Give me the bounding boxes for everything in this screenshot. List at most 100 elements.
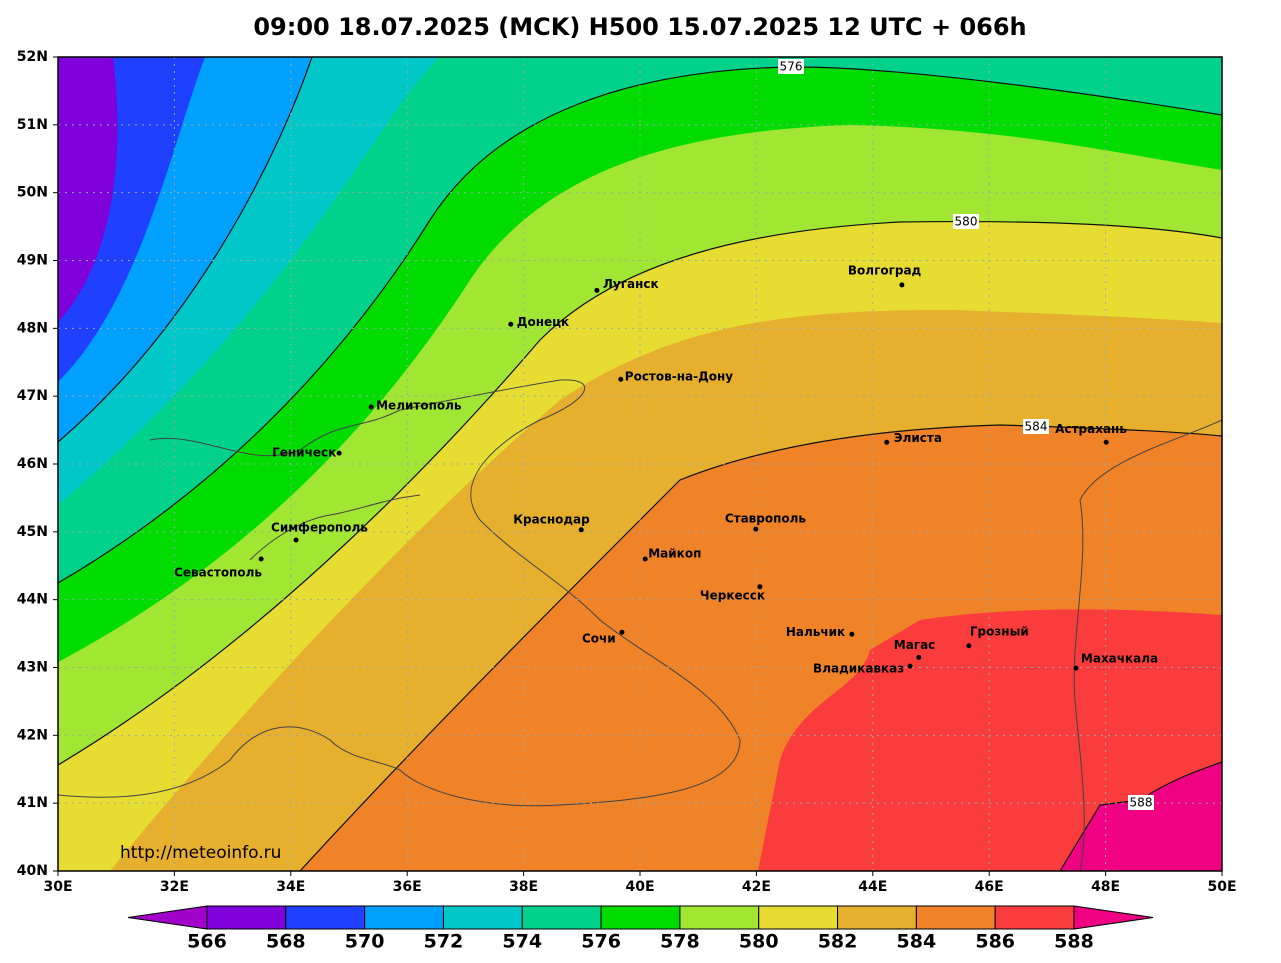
lat-tick-label: 52N	[17, 49, 48, 65]
lat-tick-label: 41N	[17, 795, 48, 811]
colorbar-label: 584	[897, 931, 937, 953]
lat-tick-label: 50N	[17, 185, 48, 201]
lat-tick-label: 47N	[17, 388, 48, 404]
city-dot	[1103, 439, 1109, 445]
city-label: Ставрополь	[725, 512, 807, 526]
city-label: Луганск	[603, 277, 659, 291]
colorbar-label: 578	[660, 931, 700, 953]
colorbar-box	[758, 905, 839, 930]
city-dot	[1073, 665, 1079, 671]
colorbar-box	[364, 905, 444, 930]
city-label: Волгоград	[848, 263, 922, 277]
city-label: Ростов-на-Дону	[625, 370, 734, 384]
colorbar-box	[994, 905, 1075, 930]
colorbar-label: 588	[1054, 931, 1094, 953]
city-dot	[368, 404, 374, 410]
colorbar-label: 568	[266, 931, 306, 953]
city-label: Черкесск	[700, 588, 765, 602]
colorbar-extend	[1073, 905, 1154, 930]
city-label: Магас	[894, 638, 936, 652]
contour-label: 580	[955, 215, 978, 229]
lat-tick-label: 51N	[17, 117, 48, 133]
colorbar-box	[837, 905, 917, 930]
contour-label-bg	[1128, 795, 1154, 810]
city-label: Краснодар	[513, 512, 590, 526]
city-label: Симферополь	[271, 520, 368, 534]
isoline	[299, 424, 1222, 871]
colorbar-box	[600, 905, 681, 930]
lon-tick-label: 38E	[509, 879, 538, 895]
city-label: Донецк	[517, 315, 569, 329]
lon-tick-label: 42E	[742, 879, 771, 895]
colorbar-label: 566	[187, 931, 227, 953]
city-dot	[757, 584, 763, 590]
colorbar-box	[442, 905, 523, 930]
city-dot	[618, 376, 624, 382]
city-label: Сочи	[582, 632, 616, 646]
city-label: Махачкала	[1081, 652, 1158, 666]
contour-label: 576	[780, 60, 803, 74]
lon-tick-label: 48E	[1091, 879, 1120, 895]
colorbar-label: 574	[502, 931, 542, 953]
isoline	[58, 57, 313, 443]
colorbar-box	[206, 905, 287, 930]
lon-tick-label: 46E	[975, 879, 1004, 895]
city-label: Мелитополь	[376, 399, 462, 413]
colorbar-label: 580	[739, 931, 779, 953]
city-dot	[899, 282, 905, 288]
band	[1060, 762, 1222, 871]
city-dot	[578, 527, 584, 533]
colorbar-label: 582	[818, 931, 858, 953]
lon-tick-label: 34E	[276, 879, 305, 895]
colorbar-extend	[127, 905, 208, 930]
lat-tick-label: 42N	[17, 727, 48, 743]
city-dot	[619, 629, 625, 635]
city-label: Элиста	[894, 431, 942, 445]
watermark: http://meteoinfo.ru	[120, 843, 281, 863]
lat-tick-label: 49N	[17, 253, 48, 269]
coastline	[249, 419, 1222, 871]
city-dot	[884, 439, 890, 445]
city-dot	[753, 526, 759, 532]
coastline	[58, 379, 741, 807]
contour-label: 588	[1130, 796, 1153, 810]
colorbar-label: 576	[581, 931, 621, 953]
city-dot	[907, 663, 913, 669]
colorbar-box	[915, 905, 996, 930]
colorbar-box	[521, 905, 602, 930]
city-dot	[849, 631, 855, 637]
lon-tick-label: 30E	[43, 879, 72, 895]
lon-tick-label: 50E	[1207, 879, 1236, 895]
colorbar-label: 586	[975, 931, 1015, 953]
lat-tick-label: 46N	[17, 456, 48, 472]
contour-label-bg	[778, 59, 804, 74]
colorbar-label: 572	[424, 931, 464, 953]
city-label: Севастополь	[174, 565, 262, 579]
city-label: Майкоп	[648, 546, 701, 560]
city-label: Грозный	[970, 624, 1029, 638]
city-label: Астрахань	[1055, 422, 1127, 436]
city-dot	[508, 321, 514, 327]
lon-tick-label: 36E	[393, 879, 422, 895]
contour-label-bg	[1023, 419, 1049, 434]
isoline	[58, 220, 1222, 766]
city-label: Нальчик	[786, 625, 845, 639]
city-label: Геническ	[272, 446, 336, 460]
contour-label: 584	[1025, 420, 1048, 434]
colorbar-box	[679, 905, 760, 930]
lat-tick-label: 48N	[17, 320, 48, 336]
lon-tick-label: 32E	[160, 879, 189, 895]
colorbar-box	[285, 905, 366, 930]
city-dot	[966, 643, 972, 649]
city-dot	[642, 556, 648, 562]
city-dot	[916, 654, 922, 660]
lat-tick-label: 45N	[17, 524, 48, 540]
city-dot	[336, 450, 342, 456]
lat-tick-label: 44N	[17, 592, 48, 608]
city-dot	[293, 537, 299, 543]
lat-tick-label: 43N	[17, 660, 48, 676]
map	[58, 57, 1222, 871]
lat-tick-label: 40N	[17, 863, 48, 879]
lon-tick-label: 44E	[858, 879, 887, 895]
